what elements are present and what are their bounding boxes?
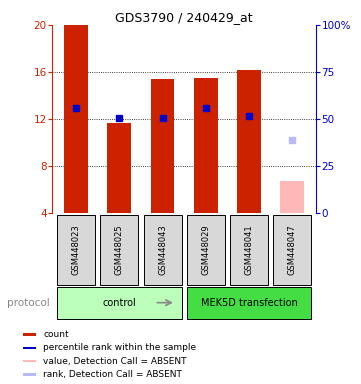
Bar [23, 360, 36, 362]
FancyBboxPatch shape [187, 215, 225, 285]
Text: protocol: protocol [7, 298, 50, 308]
Text: rank, Detection Call = ABSENT: rank, Detection Call = ABSENT [43, 370, 182, 379]
Bar [23, 333, 36, 336]
Text: GSM448043: GSM448043 [158, 224, 167, 275]
Text: percentile rank within the sample: percentile rank within the sample [43, 343, 197, 353]
FancyBboxPatch shape [144, 215, 182, 285]
FancyBboxPatch shape [273, 215, 311, 285]
Bar [64, 25, 88, 213]
FancyBboxPatch shape [100, 215, 138, 285]
Bar [151, 79, 174, 213]
FancyBboxPatch shape [230, 215, 268, 285]
Bar [280, 181, 304, 213]
Text: GSM448025: GSM448025 [115, 224, 124, 275]
FancyBboxPatch shape [57, 215, 95, 285]
Bar [23, 347, 36, 349]
FancyBboxPatch shape [57, 288, 182, 319]
Text: GSM448029: GSM448029 [201, 224, 210, 275]
Title: GDS3790 / 240429_at: GDS3790 / 240429_at [115, 11, 253, 24]
Bar [237, 70, 261, 213]
FancyBboxPatch shape [187, 288, 311, 319]
Text: MEK5D transfection: MEK5D transfection [201, 298, 297, 308]
Bar [108, 122, 131, 213]
Text: count: count [43, 330, 69, 339]
Text: value, Detection Call = ABSENT: value, Detection Call = ABSENT [43, 357, 187, 366]
Text: GSM448023: GSM448023 [71, 224, 81, 275]
Bar [194, 78, 218, 213]
Bar [23, 374, 36, 376]
Text: control: control [103, 298, 136, 308]
Text: GSM448041: GSM448041 [244, 224, 253, 275]
Text: GSM448047: GSM448047 [288, 224, 297, 275]
